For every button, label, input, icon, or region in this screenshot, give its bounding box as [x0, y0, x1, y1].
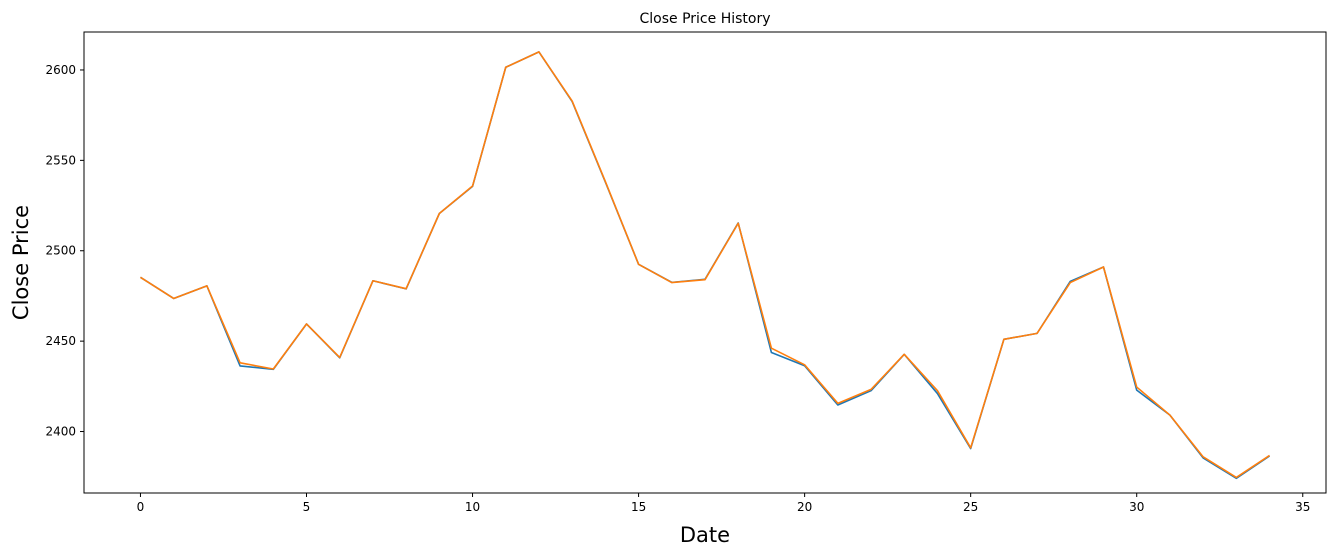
y-axis-label: Close Price — [9, 205, 33, 320]
series-line-2 — [140, 51, 1270, 479]
y-tick-label: 2550 — [45, 153, 76, 167]
x-axis-ticks: 0 5 10 15 20 25 30 35 — [137, 493, 1310, 514]
x-tick-label: 15 — [631, 500, 646, 514]
y-tick-label: 2400 — [45, 425, 76, 439]
x-tick-label: 0 — [137, 500, 145, 514]
x-tick-label: 35 — [1295, 500, 1310, 514]
x-tick-label: 25 — [963, 500, 978, 514]
x-tick-label: 10 — [465, 500, 480, 514]
series-line-1 — [140, 51, 1270, 480]
x-tick-label: 20 — [797, 500, 812, 514]
plot-lines — [140, 51, 1270, 480]
x-tick-label: 30 — [1129, 500, 1144, 514]
y-tick-label: 2600 — [45, 63, 76, 77]
x-axis-label: Date — [680, 523, 730, 547]
y-tick-label: 2500 — [45, 244, 76, 258]
y-tick-label: 2450 — [45, 334, 76, 348]
x-tick-label: 5 — [303, 500, 311, 514]
y-axis-ticks: 2400 2450 2500 2550 2600 — [45, 63, 84, 439]
chart-title: Close Price History — [640, 11, 771, 27]
plot-frame — [83, 31, 1327, 494]
